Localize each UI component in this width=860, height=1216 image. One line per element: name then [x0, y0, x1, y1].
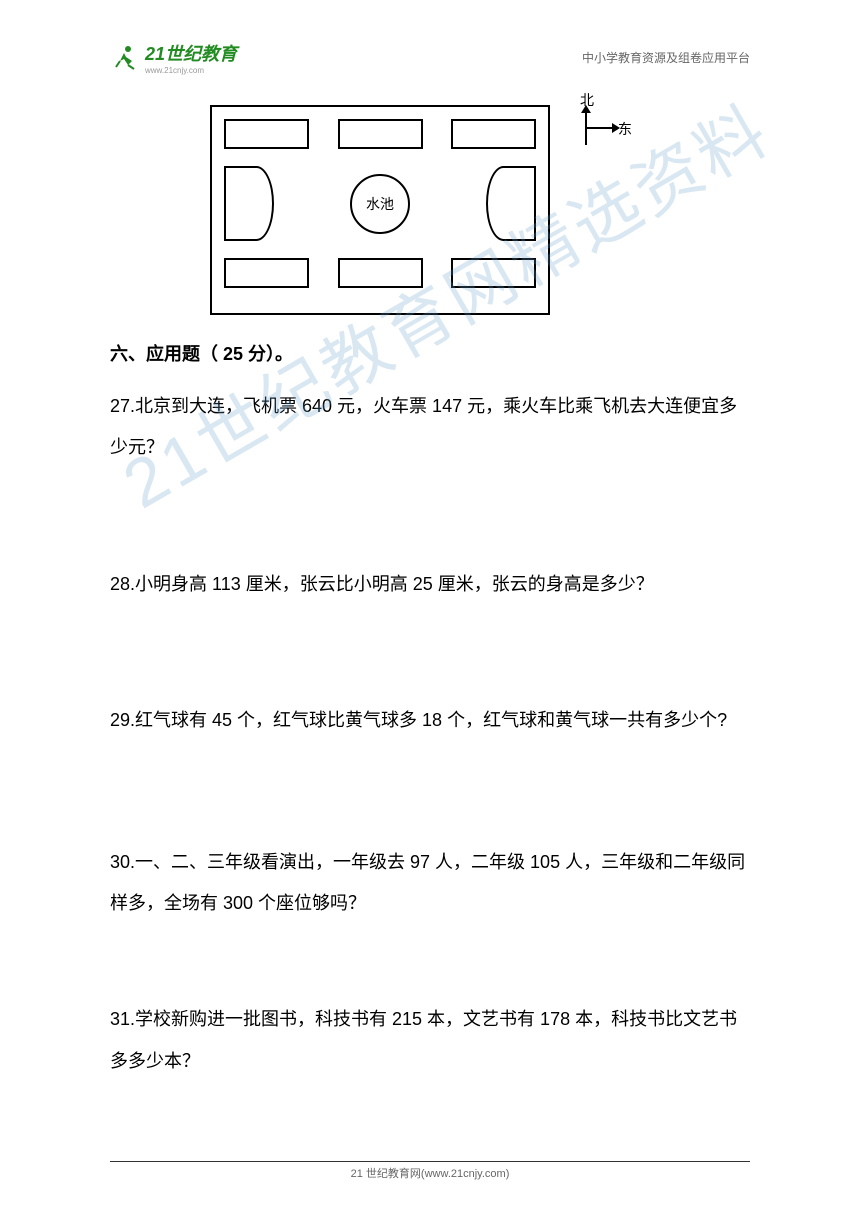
compass-east-label: 东 [618, 119, 632, 139]
rect-top-right [451, 119, 536, 149]
question-27: 27.北京到大连，飞机票 640 元，火车票 147 元，乘火车比乘飞机去大连便… [110, 386, 750, 469]
logo-text: 21世纪教育 [145, 44, 237, 64]
question-31: 31.学校新购进一批图书，科技书有 215 本，文艺书有 178 本，科技书比文… [110, 999, 750, 1082]
diagram-container: 水池 北 东 [210, 105, 750, 315]
logo: 21世纪教育 www.21cnjy.com [110, 40, 237, 75]
rect-bottom-right [451, 258, 536, 288]
logo-text-container: 21世纪教育 www.21cnjy.com [145, 40, 237, 75]
rect-top-left [224, 119, 309, 149]
page-footer: 21 世纪教育网(www.21cnjy.com) [110, 1161, 750, 1181]
compass-north-label: 北 [580, 90, 594, 110]
rect-bottom-center [338, 258, 423, 288]
question-29: 29.红气球有 45 个，红气球比黄气球多 18 个，红气球和黄气球一共有多少个… [110, 700, 750, 741]
compass-horizontal-line [585, 127, 615, 129]
compass: 北 东 [570, 105, 630, 165]
question-28: 28.小明身高 113 厘米，张云比小明高 25 厘米，张云的身高是多少？ [110, 564, 750, 605]
logo-runner-icon [110, 43, 140, 73]
pool-circle: 水池 [350, 174, 410, 234]
logo-subtext: www.21cnjy.com [145, 66, 237, 75]
diagram-bottom-row [224, 258, 536, 288]
layout-diagram: 水池 [210, 105, 550, 315]
rect-top-center [338, 119, 423, 149]
curved-right [486, 166, 536, 241]
header-right-text: 中小学教育资源及组卷应用平台 [582, 49, 750, 66]
question-30: 30.一、二、三年级看演出，一年级去 97 人，二年级 105 人，三年级和二年… [110, 842, 750, 925]
curved-left [224, 166, 274, 241]
rect-bottom-left [224, 258, 309, 288]
section-title: 六、应用题（ 25 分）。 [110, 340, 750, 366]
main-content: 水池 北 东 六、应用题（ 25 分）。 27.北京到大连，飞机票 640 元，… [110, 90, 750, 1082]
diagram-middle-row: 水池 [224, 166, 536, 241]
page-header: 21世纪教育 www.21cnjy.com 中小学教育资源及组卷应用平台 [0, 40, 860, 75]
diagram-top-row [224, 119, 536, 149]
